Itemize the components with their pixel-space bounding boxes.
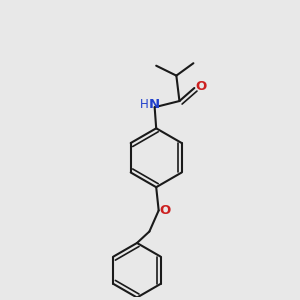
Text: H: H: [140, 98, 149, 111]
Text: N: N: [149, 98, 160, 111]
Text: O: O: [160, 204, 171, 217]
Text: O: O: [195, 80, 206, 93]
